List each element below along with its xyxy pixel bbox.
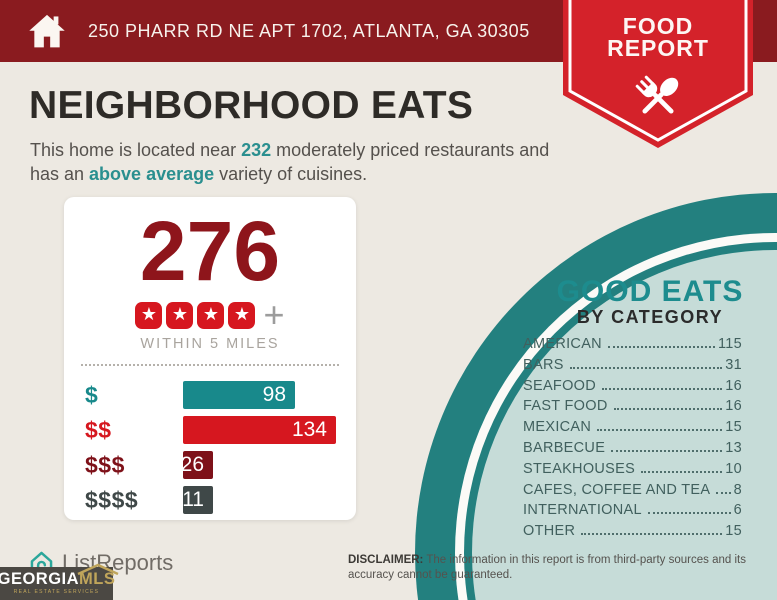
ribbon-shape bbox=[563, 0, 753, 148]
badge-title: FOOD REPORT bbox=[563, 13, 753, 61]
dot-leader bbox=[641, 470, 723, 473]
category-label: BARBECUE bbox=[523, 439, 606, 456]
dot-leader bbox=[716, 491, 731, 494]
price-bar-row: $ 98 bbox=[85, 381, 356, 409]
category-list: AMERICAN 115 BARS 31 SEAFOOD 16 FAST FOOD 16… bbox=[523, 336, 742, 544]
category-value: 15 bbox=[725, 419, 742, 436]
house-icon bbox=[29, 14, 65, 47]
category-value: 13 bbox=[725, 439, 742, 456]
stat-card: 276 ★ ★ ★ ★ + WITHIN 5 MILES $ 98 $$ 134 $$… bbox=[64, 197, 356, 520]
dot-leader bbox=[607, 346, 715, 348]
category-value: 31 bbox=[725, 356, 742, 373]
spoon-fork-icon bbox=[635, 75, 679, 114]
category-label: STEAKHOUSES bbox=[523, 460, 636, 477]
badge-line1: FOOD bbox=[622, 13, 694, 39]
dot-leader bbox=[581, 533, 723, 536]
good-eats-subtitle: BY CATEGORY bbox=[576, 307, 724, 327]
price-bar: 11 bbox=[182, 486, 213, 514]
price-bar: 26 bbox=[180, 451, 213, 479]
georgia-text: GEORGIA bbox=[0, 570, 80, 588]
category-value: 16 bbox=[725, 377, 742, 394]
dot-leader bbox=[647, 512, 731, 515]
intro-l1-post: moderately priced restaurants and bbox=[271, 140, 550, 160]
georgia-mls-logo: GEORGIAMLS REAL ESTATE SERVICES bbox=[0, 563, 119, 600]
category-row: FAST FOOD 16 bbox=[523, 398, 742, 419]
dot-leader bbox=[613, 408, 723, 411]
radius-caption: WITHIN 5 MILES bbox=[140, 336, 280, 352]
good-eats-circle bbox=[415, 193, 777, 600]
price-bar-row: $$$ 26 bbox=[85, 451, 356, 479]
category-value: 115 bbox=[717, 336, 742, 352]
intro-l2-pre: has an bbox=[30, 164, 90, 184]
category-row: INTERNATIONAL 6 bbox=[523, 502, 742, 523]
price-tier-label: $$$$ bbox=[85, 486, 139, 513]
category-label: AMERICAN bbox=[523, 336, 602, 352]
roof-icon bbox=[77, 563, 119, 575]
category-label: INTERNATIONAL bbox=[523, 502, 642, 519]
category-label: FAST FOOD bbox=[523, 398, 608, 415]
dot-leader bbox=[569, 366, 723, 369]
category-row: BARBECUE 13 bbox=[523, 440, 742, 461]
price-bar-row: $$$$ 11 bbox=[85, 486, 356, 514]
category-value: 10 bbox=[725, 460, 742, 477]
disclaimer-body: The information in this report is from t… bbox=[348, 554, 746, 581]
category-label: BARS bbox=[523, 356, 564, 373]
price-bar: 98 bbox=[183, 381, 295, 409]
bar-value: 134 bbox=[291, 418, 327, 441]
variety-rating: above average bbox=[89, 164, 215, 184]
bar-value: 26 bbox=[180, 453, 204, 476]
restaurant-count: 232 bbox=[241, 140, 272, 160]
star-icon: ★ bbox=[228, 301, 256, 329]
category-row: SEAFOOD 16 bbox=[523, 378, 742, 399]
price-bar-row: $$ 134 bbox=[85, 416, 356, 444]
bar-value: 98 bbox=[262, 383, 286, 406]
star-icon: ★ bbox=[135, 301, 163, 329]
mls-text: MLS bbox=[79, 570, 116, 588]
category-row: STEAKHOUSES 10 bbox=[523, 461, 742, 482]
total-restaurants: 276 bbox=[139, 204, 281, 298]
category-value: 16 bbox=[725, 398, 742, 415]
intro-l2-post: variety of cuisines. bbox=[214, 164, 368, 184]
price-tier-label: $$$ bbox=[85, 451, 125, 478]
star-rating: ★ ★ ★ ★ bbox=[135, 301, 256, 329]
category-value: 6 bbox=[733, 502, 742, 519]
dot-leader bbox=[611, 449, 723, 452]
category-label: OTHER bbox=[523, 523, 576, 540]
georgia-mls-tagline: REAL ESTATE SERVICES bbox=[13, 589, 100, 595]
price-tier-label: $$ bbox=[85, 416, 112, 443]
disclaimer-text: DISCLAIMER: The information in this repo… bbox=[348, 553, 750, 583]
intro-l1-pre: This home is located near bbox=[30, 140, 242, 160]
category-label: CAFES, COFFEE AND TEA bbox=[523, 481, 711, 498]
star-icon: ★ bbox=[197, 301, 225, 329]
intro-text: This home is located near 232 moderately… bbox=[30, 138, 560, 186]
category-row: OTHER 15 bbox=[523, 523, 742, 544]
category-label: SEAFOOD bbox=[523, 377, 596, 394]
category-value: 15 bbox=[725, 523, 742, 540]
category-row: MEXICAN 15 bbox=[523, 419, 742, 440]
rating-row: ★ ★ ★ ★ + bbox=[64, 294, 356, 335]
disclaimer-label: DISCLAIMER: bbox=[348, 554, 424, 566]
category-label: MEXICAN bbox=[523, 419, 592, 436]
category-row: CAFES, COFFEE AND TEA 8 bbox=[523, 482, 742, 503]
star-icon: ★ bbox=[166, 301, 194, 329]
dotted-divider bbox=[81, 364, 339, 366]
category-value: 8 bbox=[733, 481, 742, 498]
georgia-mls-wordmark: GEORGIAMLS bbox=[0, 563, 119, 588]
dot-leader bbox=[597, 429, 723, 432]
category-row: BARS 31 bbox=[523, 357, 742, 378]
price-bar: 134 bbox=[183, 416, 336, 444]
good-eats-title: GOOD EATS bbox=[556, 275, 744, 308]
property-address: 250 PHARR RD NE APT 1702, ATLANTA, GA 30… bbox=[88, 20, 530, 41]
bar-value: 11 bbox=[182, 488, 204, 511]
category-row: AMERICAN 115 bbox=[523, 336, 742, 357]
price-tier-label: $ bbox=[85, 381, 99, 408]
page-title: NEIGHBORHOOD EATS bbox=[29, 84, 474, 127]
badge-line2: REPORT bbox=[607, 35, 709, 61]
plus-icon: + bbox=[263, 294, 285, 335]
dot-leader bbox=[602, 387, 723, 390]
food-report-badge: FOOD REPORT bbox=[563, 0, 753, 148]
